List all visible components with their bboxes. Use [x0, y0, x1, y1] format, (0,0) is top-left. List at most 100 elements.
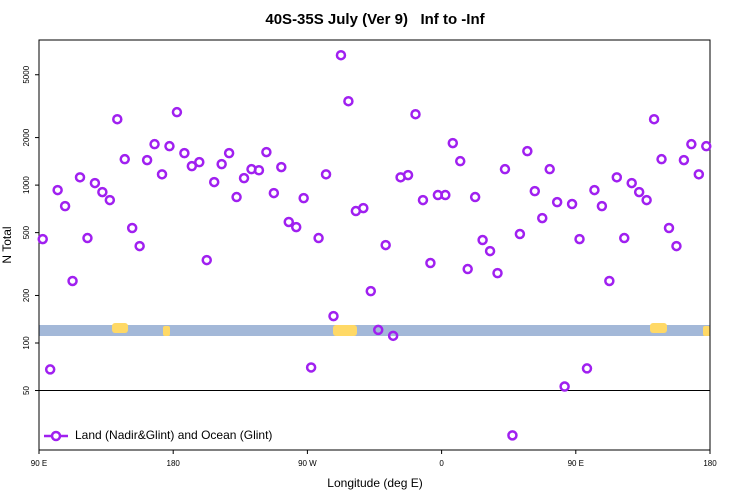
- point: [372, 324, 384, 336]
- point: [693, 169, 705, 180]
- y-tick-label: 5000: [22, 65, 31, 83]
- point: [447, 137, 459, 149]
- point: [484, 245, 496, 257]
- y-tick-label: 100: [22, 336, 31, 350]
- point: [641, 194, 652, 206]
- plot-frame: [38, 39, 711, 451]
- point: [469, 191, 481, 203]
- point: [656, 153, 667, 165]
- point: [671, 240, 682, 252]
- y-tick-label: 1000: [22, 176, 31, 194]
- point: [507, 430, 518, 441]
- point: [126, 222, 138, 234]
- point: [119, 153, 130, 165]
- point: [499, 163, 511, 175]
- legend-label: Land (Nadir&Glint) and Ocean (Glint): [75, 428, 272, 442]
- point: [402, 169, 414, 181]
- point: [440, 189, 451, 201]
- point: [194, 156, 205, 168]
- point: [663, 222, 675, 234]
- point: [559, 381, 570, 392]
- x-tick-label: 90 E: [568, 459, 584, 468]
- x-tick-label: 180: [703, 459, 717, 468]
- point: [380, 239, 391, 251]
- point: [208, 176, 220, 188]
- point: [477, 234, 488, 246]
- point: [701, 140, 712, 152]
- point: [44, 364, 56, 375]
- point: [97, 186, 108, 198]
- point: [223, 147, 235, 159]
- point: [365, 285, 377, 297]
- point: [454, 155, 466, 167]
- point: [648, 113, 660, 125]
- point: [179, 147, 190, 159]
- point: [164, 140, 175, 152]
- point: [253, 164, 265, 176]
- y-axis-label: N Total: [0, 226, 14, 263]
- y-tick-label: 50: [22, 386, 31, 395]
- point: [59, 200, 71, 212]
- point: [335, 49, 347, 61]
- legend-marker: [50, 430, 62, 442]
- point: [82, 232, 93, 244]
- point: [387, 330, 399, 342]
- point: [358, 202, 369, 214]
- point: [216, 158, 227, 170]
- point: [89, 177, 101, 189]
- point: [298, 192, 309, 204]
- point: [544, 163, 555, 175]
- point: [328, 310, 339, 322]
- point: [276, 161, 287, 173]
- point: [320, 169, 332, 180]
- point: [581, 363, 593, 374]
- point: [619, 232, 630, 244]
- point: [283, 216, 295, 228]
- x-tick-label: 0: [439, 459, 444, 468]
- point: [231, 191, 242, 203]
- point: [417, 194, 429, 206]
- x-axis-label: Longitude (deg E): [327, 476, 422, 490]
- point: [589, 184, 600, 196]
- point: [268, 187, 280, 199]
- point: [425, 257, 436, 269]
- point: [156, 169, 168, 180]
- point: [596, 200, 608, 212]
- point: [343, 95, 354, 107]
- x-tick-label: 90 W: [298, 459, 317, 468]
- point: [74, 172, 86, 183]
- point: [186, 160, 198, 172]
- point: [305, 362, 317, 373]
- point: [566, 198, 578, 210]
- point: [171, 106, 183, 118]
- y-tick-label: 2000: [22, 128, 31, 146]
- land-patches: [112, 323, 710, 336]
- point: [626, 177, 637, 189]
- point: [37, 233, 48, 245]
- point: [149, 138, 160, 150]
- point: [611, 172, 623, 183]
- point: [52, 184, 63, 196]
- point: [112, 113, 123, 125]
- point: [574, 233, 585, 245]
- point: [537, 212, 548, 224]
- x-tick-label: 180: [167, 459, 181, 468]
- point: [134, 240, 145, 252]
- point: [514, 228, 526, 240]
- y-tick-label: 500: [22, 225, 31, 239]
- point: [492, 267, 503, 279]
- x-tick-label: 90 E: [31, 459, 47, 468]
- point: [313, 232, 324, 244]
- point: [529, 185, 541, 197]
- point: [201, 254, 212, 266]
- point: [290, 221, 302, 233]
- point: [104, 194, 116, 206]
- point: [522, 145, 533, 157]
- point: [686, 138, 697, 150]
- y-tick-label: 200: [22, 288, 31, 302]
- point: [633, 186, 645, 198]
- point: [604, 275, 615, 287]
- chart-title: 40S-35S July (Ver 9) Inf to -Inf: [265, 11, 485, 28]
